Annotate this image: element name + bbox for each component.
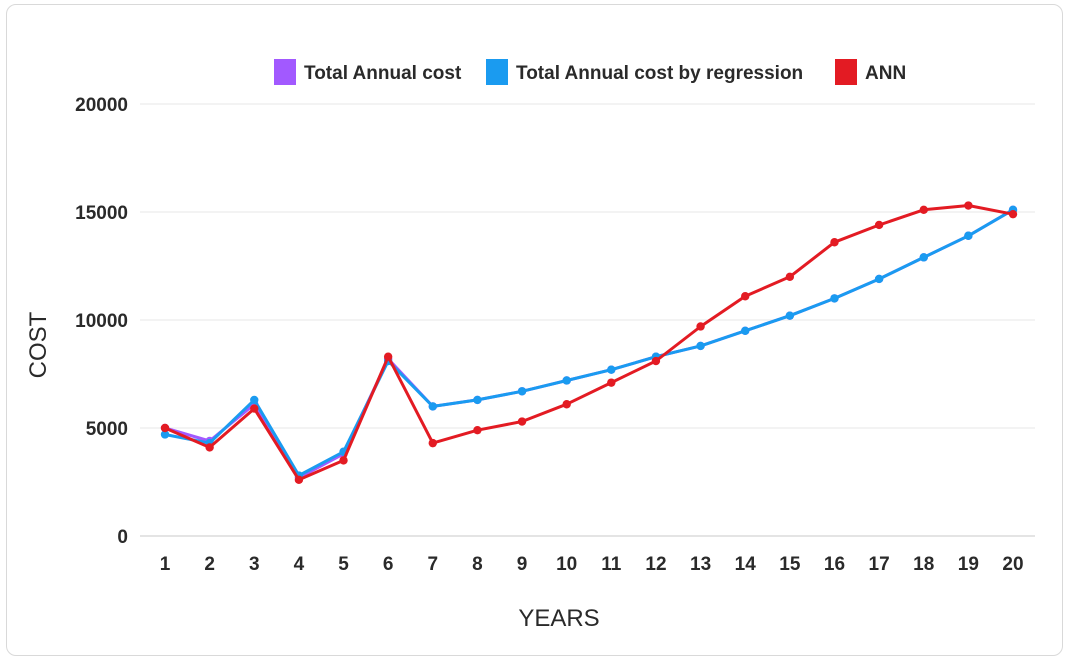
x-tick-label: 16 [824,554,845,575]
legend-item: Total Annual cost by regression [486,59,803,85]
data-point [250,395,259,405]
data-point [517,417,527,426]
x-tick-label: 17 [869,554,890,575]
data-point [696,341,705,351]
data-point [428,438,437,448]
y-tick-label: 0 [117,527,128,548]
data-point [785,311,795,320]
data-point [473,425,482,435]
y-tick-label: 5000 [86,419,128,440]
y-tick-label: 15000 [75,203,128,224]
x-tick-label: 2 [204,554,215,575]
legend-swatch [274,59,296,85]
data-point [741,326,750,335]
x-tick-label: 14 [735,554,757,575]
x-tick-label: 5 [338,554,349,575]
data-point [160,430,170,439]
data-point [160,423,170,433]
data-point [964,201,973,210]
x-tick-label: 12 [645,554,666,575]
data-point [1008,209,1018,219]
legend-swatch [835,59,857,85]
series-1 [160,205,1018,482]
series-line [163,208,1015,477]
series-line [163,208,1015,480]
data-point [874,220,884,230]
data-point [383,352,393,361]
series-line [163,204,1015,482]
y-tick-labels: 0 5000 10000 15000 20000 [75,95,128,548]
x-tick-label: 6 [383,554,394,575]
data-point [473,395,482,405]
x-axis-title: YEARS [518,605,599,632]
data-point [964,231,973,240]
x-tick-label: 8 [472,554,483,575]
data-point [651,356,661,366]
x-tick-labels: 1 2 3 4 5 6 7 8 9 10 11 12 13 14 15 16 17 18 19 20 [160,554,1024,575]
x-tick-label: 19 [958,554,979,575]
x-tick-label: 20 [1002,554,1023,575]
legend-label: Total Annual cost [304,63,462,84]
x-tick-label: 7 [428,554,439,575]
data-point [294,475,304,485]
data-point [874,274,884,284]
series-lines [160,201,1018,485]
data-point [919,253,928,262]
data-point [607,378,616,387]
legend-label: ANN [865,63,906,84]
legend-item: Total Annual cost [274,59,462,85]
y-tick-label: 20000 [75,95,128,116]
data-point [785,272,795,281]
data-point [205,443,214,452]
data-point [696,322,705,331]
x-tick-label: 18 [913,554,934,575]
data-point [830,294,839,303]
grid-lines [140,103,1035,537]
legend: Total Annual cost Total Annual cost by re… [274,59,906,85]
legend-swatch [486,59,508,85]
legend-label: Total Annual cost by regression [516,63,803,84]
legend-item: ANN [835,59,906,85]
x-tick-label: 13 [690,554,711,575]
series-3 [160,201,1018,485]
x-tick-label: 4 [294,554,305,575]
x-tick-label: 1 [160,554,171,575]
data-point [562,400,571,409]
data-point [919,205,928,215]
x-tick-label: 9 [517,554,528,575]
x-tick-label: 10 [556,554,577,575]
data-point [517,387,527,396]
data-point [607,365,616,374]
data-point [250,404,259,413]
y-axis-title: COST [25,311,52,378]
data-point [562,376,571,385]
data-point [339,456,348,465]
series-2 [160,205,1018,480]
y-tick-label: 10000 [75,311,128,332]
data-point [428,402,437,411]
data-point [830,238,839,247]
x-tick-label: 3 [249,554,260,575]
x-tick-label: 11 [601,554,622,575]
chart-frame [6,4,1063,656]
data-point [741,292,750,301]
x-tick-label: 15 [779,554,801,575]
